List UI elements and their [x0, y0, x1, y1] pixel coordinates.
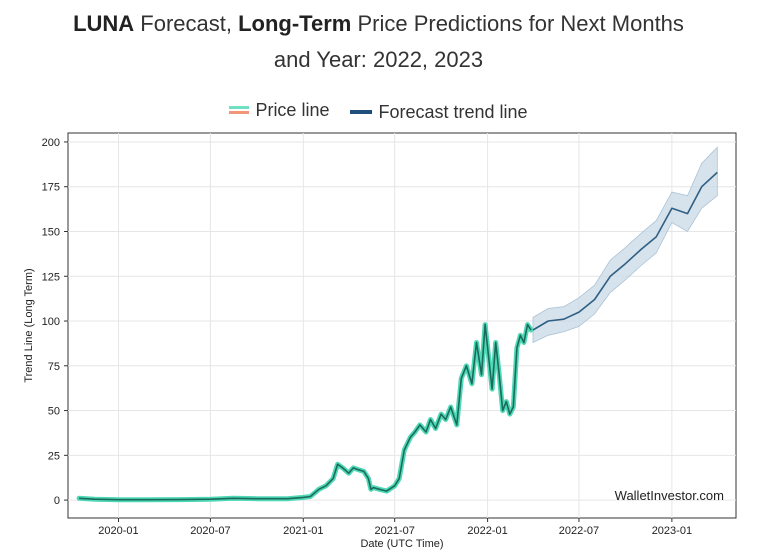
- title-line-1: LUNA Forecast, Long-Term Price Predictio…: [0, 6, 757, 42]
- y-tick-label: 175: [42, 182, 60, 194]
- legend-price-label: Price line: [255, 99, 330, 120]
- y-tick-label: 0: [54, 495, 60, 507]
- y-tick-label: 75: [48, 361, 60, 373]
- x-tick-label: 2021-07: [374, 525, 414, 537]
- forecast-trend-line: [532, 171, 718, 331]
- legend-forecast-label: Forecast trend line: [378, 101, 528, 122]
- x-tick-label: 2020-07: [190, 525, 230, 537]
- chart-title: LUNA Forecast, Long-Term Price Predictio…: [0, 6, 757, 78]
- y-tick-label: 100: [42, 316, 60, 328]
- x-tick-label: 2021-01: [283, 525, 323, 537]
- x-tick-label: 2023-01: [652, 525, 692, 537]
- title-line-2: and Year: 2022, 2023: [273, 47, 484, 72]
- x-axis-label: Date (UTC Time): [360, 538, 443, 550]
- x-tick-label: 2020-01: [98, 525, 138, 537]
- legend-item-price: Price line: [229, 100, 329, 121]
- title-term: Long-Term: [238, 11, 352, 36]
- y-tick-label: 125: [42, 271, 60, 283]
- legend-item-forecast: Forecast trend line: [350, 101, 528, 123]
- x-tick-label: 2022-07: [559, 525, 599, 537]
- y-tick-label: 150: [42, 226, 60, 238]
- title-text-2: Price Predictions for Next Months: [351, 11, 684, 36]
- price-line: [79, 323, 532, 501]
- title-text-1: Forecast,: [134, 11, 239, 36]
- y-tick-label: 200: [42, 137, 60, 149]
- y-tick-label: 50: [48, 406, 60, 418]
- y-axis-label: Trend Line (Long Term): [23, 268, 35, 382]
- price-line-swatch: [229, 106, 250, 114]
- watermark: WalletInvestor.com: [615, 488, 724, 503]
- chart-legend: Price line Forecast trend line: [0, 98, 757, 123]
- forecast-line-swatch: [350, 110, 373, 114]
- title-coin: LUNA: [73, 11, 135, 36]
- x-tick-label: 2022-01: [467, 525, 507, 537]
- forecast-confidence-band: [532, 146, 718, 344]
- y-tick-label: 25: [48, 450, 60, 462]
